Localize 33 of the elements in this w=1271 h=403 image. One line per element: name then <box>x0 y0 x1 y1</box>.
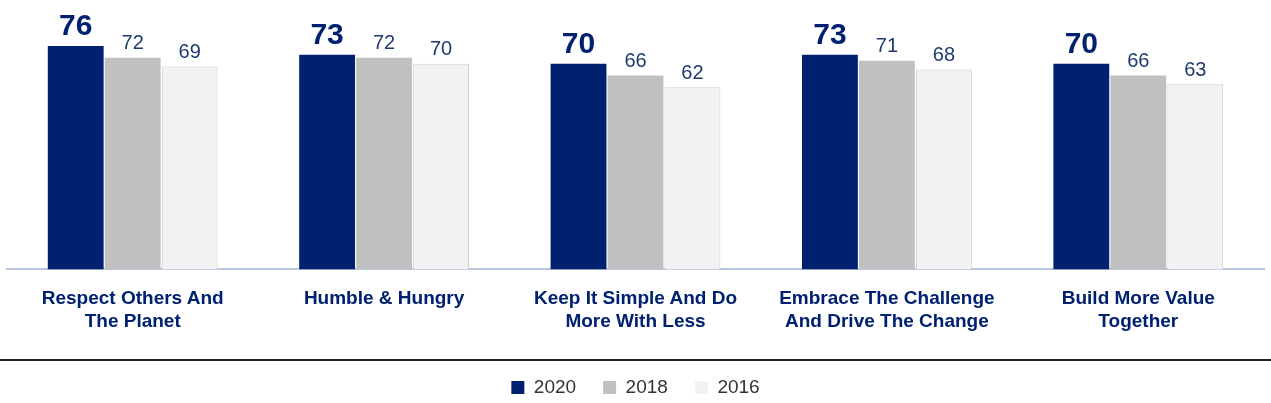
data-label: 70 <box>561 25 596 59</box>
data-label: 70 <box>1064 25 1098 59</box>
bar <box>858 60 915 270</box>
legend-label: 2016 <box>717 375 760 397</box>
data-label: 71 <box>875 34 899 57</box>
data-label: 76 <box>59 8 93 42</box>
data-label: 73 <box>813 17 847 51</box>
data-label: 70 <box>429 37 453 60</box>
bar <box>550 63 607 270</box>
bar <box>607 75 664 270</box>
data-label: 72 <box>372 31 396 54</box>
data-label: 66 <box>1127 48 1150 71</box>
bar <box>1110 75 1167 270</box>
bar <box>1053 63 1110 270</box>
bar <box>299 54 356 270</box>
x-tick-label: Respect Others And The Planet <box>41 287 224 331</box>
data-label: 66 <box>624 48 647 71</box>
data-label: 72 <box>121 31 144 54</box>
x-tick-label: Build More Value Together <box>1061 287 1215 331</box>
legend-label: 2018 <box>625 375 668 397</box>
x-tick-label: Humble & Hungry <box>303 287 465 309</box>
data-label: 63 <box>1184 57 1207 80</box>
legend-label: 2020 <box>533 375 577 397</box>
bar <box>47 46 104 270</box>
bar <box>356 57 413 270</box>
data-label: 62 <box>681 60 704 83</box>
data-label: 69 <box>178 40 201 63</box>
bar <box>801 54 858 270</box>
bar <box>104 57 161 270</box>
x-tick-label: Embrace The Challenge And Drive The Change <box>779 287 995 331</box>
data-label: 68 <box>932 43 956 66</box>
x-tick-label: Keep It Simple And Do More With Less <box>533 287 738 331</box>
data-label: 73 <box>310 17 344 51</box>
